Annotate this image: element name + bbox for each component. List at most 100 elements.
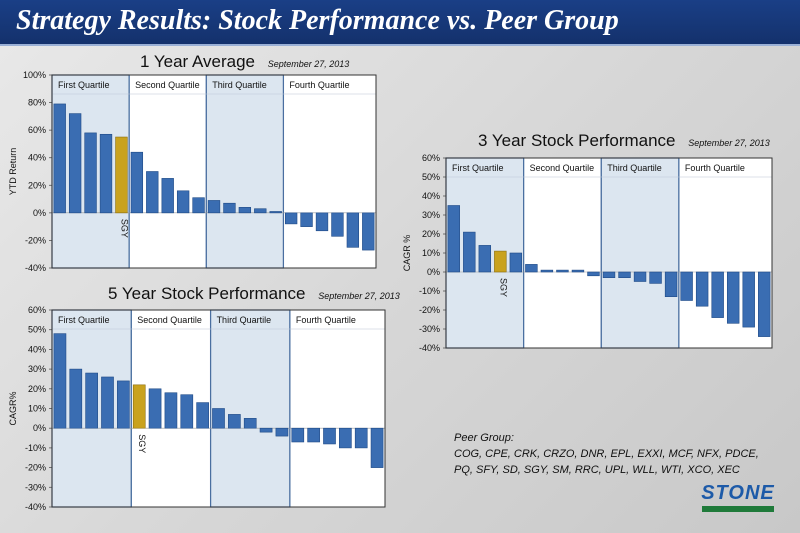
bar bbox=[649, 271, 662, 284]
y-tick-label: 40% bbox=[422, 191, 440, 201]
bar bbox=[99, 133, 113, 214]
y-tick-label: 100% bbox=[23, 70, 46, 80]
quartile-label: Second Quartile bbox=[530, 163, 595, 173]
quartile-label: Second Quartile bbox=[137, 315, 202, 325]
bar bbox=[478, 245, 492, 273]
bar bbox=[180, 394, 194, 429]
bar bbox=[284, 212, 298, 225]
quartile-label: Third Quartile bbox=[607, 163, 662, 173]
y-axis-title: YTD Return bbox=[8, 148, 18, 196]
bar bbox=[300, 212, 313, 227]
y-tick-label: 20% bbox=[422, 229, 440, 239]
quartile-band bbox=[205, 74, 285, 269]
bar bbox=[525, 264, 538, 273]
y-tick-label: -30% bbox=[25, 482, 46, 492]
y-axis-title: CAGR% bbox=[8, 391, 18, 425]
bar bbox=[587, 271, 600, 277]
bar bbox=[742, 271, 755, 328]
y-tick-label: 20% bbox=[28, 384, 46, 394]
bar bbox=[463, 231, 476, 273]
bar bbox=[223, 202, 236, 214]
bar-sgy bbox=[115, 136, 128, 214]
bar bbox=[509, 252, 523, 273]
bar bbox=[53, 333, 67, 429]
bar bbox=[192, 197, 205, 214]
bar-sgy bbox=[494, 250, 507, 273]
bar bbox=[664, 271, 678, 298]
bar bbox=[758, 271, 771, 337]
bar bbox=[164, 392, 178, 429]
bar bbox=[259, 427, 273, 433]
chart-3yr-title-text: 3 Year Stock Performance bbox=[478, 131, 676, 150]
y-tick-label: 50% bbox=[28, 325, 46, 335]
page-title: Strategy Results: Stock Performance vs. … bbox=[16, 5, 619, 36]
logo-bar bbox=[702, 506, 774, 512]
quartile-label: Fourth Quartile bbox=[289, 80, 349, 90]
y-tick-label: -10% bbox=[419, 286, 440, 296]
bar bbox=[307, 427, 320, 443]
bar bbox=[148, 388, 162, 429]
peer-group-note: Peer Group: COG, CPE, CRK, CRZO, DNR, EP… bbox=[454, 430, 759, 478]
bar bbox=[117, 380, 130, 429]
bar bbox=[196, 402, 209, 429]
bar bbox=[346, 212, 360, 248]
chart-1yr: First Quartile Second Quartile Third Quart… bbox=[8, 70, 377, 273]
bar bbox=[161, 178, 174, 214]
chart-3yr: First Quartile Second Quartile Third Quart… bbox=[402, 153, 773, 353]
y-tick-label: 40% bbox=[28, 344, 46, 354]
bar bbox=[331, 212, 344, 237]
bar bbox=[291, 427, 305, 443]
bar bbox=[339, 427, 352, 449]
y-tick-label: 30% bbox=[422, 210, 440, 220]
bar bbox=[556, 269, 569, 273]
peer-group-heading: Peer Group: bbox=[454, 432, 514, 444]
y-tick-label: 60% bbox=[28, 305, 46, 315]
sgy-label: SGY bbox=[498, 278, 508, 297]
y-tick-label: 60% bbox=[28, 125, 46, 135]
y-tick-label: 10% bbox=[28, 404, 46, 414]
quartile-label: Third Quartile bbox=[212, 80, 267, 90]
title-banner: Strategy Results: Stock Performance vs. … bbox=[0, 0, 800, 44]
bar bbox=[323, 427, 336, 445]
bar bbox=[176, 190, 190, 214]
quartile-label: Fourth Quartile bbox=[685, 163, 745, 173]
chart-5yr-title: 5 Year Stock Performance September 27, 2… bbox=[108, 284, 400, 304]
y-tick-label: 0% bbox=[427, 267, 440, 277]
y-tick-label: 60% bbox=[422, 153, 440, 163]
y-tick-label: 20% bbox=[28, 180, 46, 190]
bar bbox=[680, 271, 693, 301]
chart-1yr-title-text: 1 Year Average bbox=[140, 52, 256, 71]
y-tick-label: -40% bbox=[25, 502, 46, 512]
bar bbox=[618, 271, 631, 278]
plot-frame bbox=[51, 309, 386, 508]
bar bbox=[447, 205, 460, 273]
y-tick-label: 30% bbox=[28, 364, 46, 374]
bar bbox=[69, 368, 83, 429]
chart-1yr-title: 1 Year Average September 27, 2013 bbox=[140, 52, 349, 72]
bar bbox=[370, 427, 384, 468]
y-tick-label: 0% bbox=[33, 423, 46, 433]
y-tick-label: 0% bbox=[33, 208, 46, 218]
bar bbox=[315, 212, 329, 232]
banner-divider bbox=[0, 44, 800, 46]
chart-1yr-date: September 27, 2013 bbox=[267, 59, 350, 69]
peer-group-line-2: PQ, SFY, SD, SGY, SM, RRC, UPL, WLL, WTI… bbox=[454, 464, 740, 476]
bar bbox=[146, 171, 159, 214]
logo-text: STONE bbox=[701, 482, 775, 504]
sgy-label: SGY bbox=[119, 219, 129, 238]
bar bbox=[53, 103, 66, 214]
bar bbox=[207, 200, 221, 214]
chart-5yr-title-text: 5 Year Stock Performance bbox=[108, 284, 306, 303]
chart-5yr-date: September 27, 2013 bbox=[318, 291, 400, 301]
bar bbox=[633, 271, 647, 282]
bar bbox=[362, 212, 375, 251]
chart-5yr: First Quartile Second Quartile Third Quart… bbox=[8, 305, 386, 512]
bar bbox=[68, 113, 82, 214]
bar bbox=[238, 207, 252, 214]
y-tick-label: 50% bbox=[422, 172, 440, 182]
sgy-label: SGY bbox=[137, 434, 147, 453]
chart-3yr-title: 3 Year Stock Performance September 27, 2… bbox=[478, 131, 770, 151]
y-tick-label: -20% bbox=[419, 305, 440, 315]
quartile-band bbox=[600, 157, 680, 349]
